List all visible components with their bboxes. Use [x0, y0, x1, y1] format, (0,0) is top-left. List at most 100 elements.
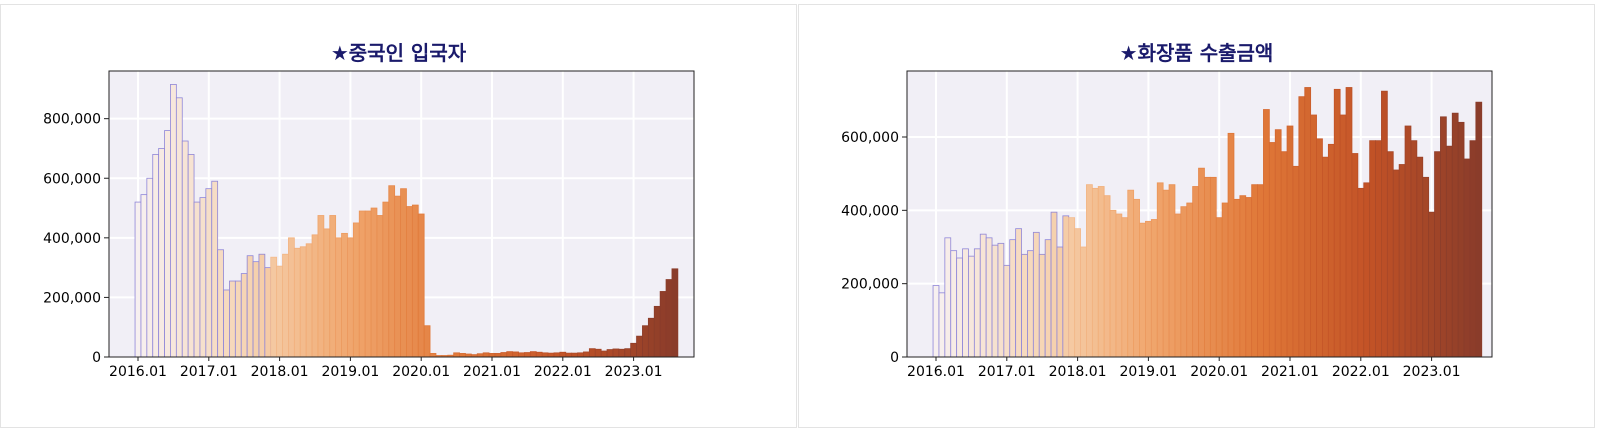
bar [938, 292, 946, 358]
bar [1434, 151, 1441, 358]
bar [1245, 197, 1253, 358]
bar [388, 185, 396, 358]
bar [547, 352, 555, 358]
chart-title: ★화장품 수출금액 [1119, 41, 1274, 65]
bar [1145, 220, 1152, 358]
bar [583, 351, 590, 358]
bar [205, 188, 213, 358]
bar [335, 237, 342, 358]
bar [647, 317, 655, 358]
chart-panel-chinese-arrivals: ★중국인 입국자 0 200,000 400,000 600,000 800,000 20… [0, 4, 797, 428]
bar [1015, 228, 1022, 358]
y-tick-label: 200,000 [841, 277, 899, 293]
bar [1398, 164, 1406, 358]
bar [1198, 167, 1205, 358]
bar [1257, 184, 1264, 358]
bar [1445, 145, 1453, 358]
bar [152, 154, 160, 358]
bar [1050, 211, 1058, 358]
bar [636, 335, 643, 358]
x-tick-label: 2020.01 [392, 364, 450, 380]
bar [187, 154, 195, 358]
x-tick-label: 2022.01 [534, 364, 592, 380]
bar [293, 247, 301, 358]
bar [494, 353, 502, 358]
bar [488, 353, 496, 358]
bar [1209, 176, 1217, 358]
bar [1327, 143, 1335, 358]
x-tick-label: 2021.01 [1261, 364, 1319, 380]
bar-chart-cosmetics-exports: 0 200,000 400,000 600,000 2016.01 2017.01 2018… [841, 70, 1493, 380]
bar [997, 242, 1005, 358]
bar [1080, 246, 1087, 358]
bar [571, 352, 578, 358]
bar [968, 255, 975, 358]
x-tick-label: 2018.01 [251, 364, 309, 380]
bar [1133, 198, 1140, 358]
bar [258, 253, 266, 358]
bar [1032, 231, 1040, 358]
bar [559, 351, 567, 358]
plot-frame [108, 70, 695, 358]
bar [630, 342, 637, 358]
bar [482, 352, 490, 358]
bar [1021, 253, 1028, 358]
bar [264, 267, 272, 358]
bar [299, 246, 307, 358]
bar [1475, 101, 1483, 358]
x-tick-label: 2017.01 [180, 364, 238, 380]
bar [1263, 109, 1270, 358]
bar [1440, 116, 1447, 358]
bar [1003, 264, 1011, 358]
bar [459, 353, 466, 358]
bar [1121, 217, 1129, 358]
plot-frame [906, 70, 1493, 358]
bar [1268, 142, 1276, 358]
bar [973, 248, 981, 358]
bar [659, 291, 667, 358]
x-tick-label: 2018.01 [1049, 364, 1107, 380]
bar [164, 130, 171, 358]
bar [282, 253, 289, 358]
bar [518, 352, 525, 358]
bar [1451, 112, 1459, 358]
bar [671, 268, 679, 358]
bar [1369, 140, 1376, 358]
bar [1286, 125, 1294, 358]
bar [1422, 176, 1430, 358]
bar [600, 350, 608, 358]
bar [193, 201, 201, 358]
bar [175, 97, 183, 358]
bar [217, 249, 224, 358]
bar [944, 237, 952, 358]
bar [400, 188, 407, 358]
y-tick-label: 0 [92, 350, 101, 366]
bar [1386, 151, 1394, 358]
bar [962, 248, 969, 358]
bar [394, 195, 401, 358]
chart-title: ★중국인 입국자 [330, 41, 467, 65]
bar [140, 194, 148, 358]
bar [276, 265, 283, 358]
chart-panel-cosmetics-exports: ★화장품 수출금액 0 200,000 400,000 600,000 2016.01 2… [798, 4, 1595, 428]
bar-chart-chinese-arrivals: 0 200,000 400,000 600,000 800,000 2016.01 2017… [43, 70, 695, 380]
bar [1150, 219, 1158, 358]
bar [1298, 96, 1306, 358]
bar [270, 256, 278, 358]
bar [577, 352, 584, 358]
bar [158, 148, 165, 358]
bar [1392, 169, 1400, 358]
y-tick-label: 400,000 [43, 231, 101, 247]
bar [1204, 176, 1211, 358]
y-tick-label: 600,000 [841, 130, 899, 146]
bar [146, 177, 154, 358]
bar [411, 204, 419, 358]
bar [1381, 90, 1388, 358]
bar [1009, 239, 1017, 358]
bar [305, 243, 313, 358]
x-tick-label: 2017.01 [978, 364, 1036, 380]
bar [1357, 187, 1365, 358]
bar [500, 352, 508, 358]
bar [1109, 209, 1117, 358]
bar [352, 222, 360, 358]
